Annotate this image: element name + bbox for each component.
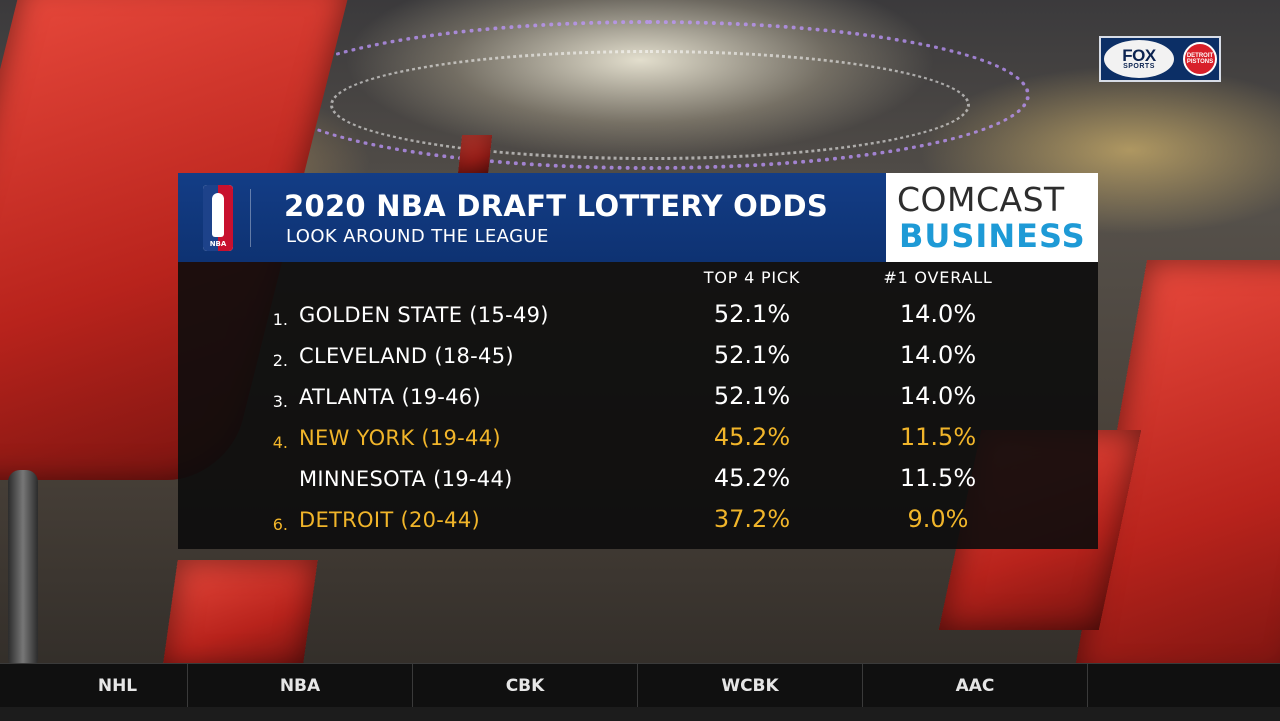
row-first-overall-odds: 14.0%	[899, 341, 977, 369]
graphic-header: NBA 2020 NBA DRAFT LOTTERY ODDS LOOK ARO…	[178, 173, 886, 262]
bottom-ticker: NHL NBA CBK WCBK AAC	[0, 663, 1280, 721]
nba-logo-text: NBA	[209, 240, 227, 248]
arena-light-ring-inner	[330, 50, 970, 160]
table-row: 4. NEW YORK (19-44) 45.2% 11.5%	[178, 421, 1098, 459]
sponsor-line-1: COMCAST	[897, 179, 1065, 219]
sponsor-line-2: BUSINESS	[899, 216, 1086, 255]
header-divider	[250, 189, 251, 247]
red-curtain-left-lower	[162, 560, 318, 670]
ticker-item-wcbk: WCBK	[638, 664, 863, 707]
row-rank: 4.	[272, 433, 288, 452]
table-row: 6. DETROIT (20-44) 37.2% 9.0%	[178, 503, 1098, 541]
row-team: MINNESOTA (19-44)	[299, 467, 513, 491]
row-top4-odds: 52.1%	[713, 382, 791, 410]
ticker-item-nba: NBA	[188, 664, 413, 707]
row-rank: 1.	[272, 310, 288, 329]
ticker-item-aac: AAC	[863, 664, 1088, 707]
ticker-bottom-strip	[0, 707, 1280, 721]
row-rank: 3.	[272, 392, 288, 411]
row-first-overall-odds: 11.5%	[899, 464, 977, 492]
rigging-pole	[8, 470, 38, 670]
graphic-subtitle: LOOK AROUND THE LEAGUE	[286, 226, 549, 247]
row-top4-odds: 52.1%	[713, 300, 791, 328]
odds-table: TOP 4 PICK #1 OVERALL 1. GOLDEN STATE (1…	[178, 262, 1098, 549]
ticker-item-nhl: NHL	[48, 664, 188, 707]
row-top4-odds: 37.2%	[713, 505, 791, 533]
row-rank: 6.	[272, 515, 288, 534]
fox-sports-logo: FOX SPORTS	[1104, 40, 1174, 78]
row-top4-odds: 52.1%	[713, 341, 791, 369]
table-row: MINNESOTA (19-44) 45.2% 11.5%	[178, 462, 1098, 500]
nba-logo-icon: NBA	[203, 185, 233, 251]
pistons-logo: DETROIT PISTONS	[1183, 42, 1217, 76]
network-logo-bug: FOX SPORTS DETROIT PISTONS	[1099, 36, 1221, 82]
row-first-overall-odds: 14.0%	[899, 382, 977, 410]
fox-logo-text: FOX	[1122, 45, 1156, 65]
column-header-top4: TOP 4 PICK	[703, 268, 801, 287]
column-header-first-overall: #1 OVERALL	[883, 268, 993, 287]
row-team: DETROIT (20-44)	[299, 508, 480, 532]
row-team: GOLDEN STATE (15-49)	[299, 303, 549, 327]
row-first-overall-odds: 9.0%	[907, 505, 969, 533]
row-team: ATLANTA (19-46)	[299, 385, 481, 409]
row-top4-odds: 45.2%	[713, 464, 791, 492]
graphic-title: 2020 NBA DRAFT LOTTERY ODDS	[284, 189, 829, 223]
red-curtain-distant	[457, 135, 493, 175]
table-row: 1. GOLDEN STATE (15-49) 52.1% 14.0%	[178, 298, 1098, 336]
row-first-overall-odds: 11.5%	[899, 423, 977, 451]
row-team: NEW YORK (19-44)	[299, 426, 501, 450]
table-row: 2. CLEVELAND (18-45) 52.1% 14.0%	[178, 339, 1098, 377]
row-first-overall-odds: 14.0%	[899, 300, 977, 328]
row-rank: 2.	[272, 351, 288, 370]
sports-logo-text: SPORTS	[1123, 62, 1155, 70]
table-row: 3. ATLANTA (19-46) 52.1% 14.0%	[178, 380, 1098, 418]
row-top4-odds: 45.2%	[713, 423, 791, 451]
sponsor-logo: COMCAST BUSINESS	[886, 173, 1098, 262]
ticker-item-cbk: CBK	[413, 664, 638, 707]
row-team: CLEVELAND (18-45)	[299, 344, 514, 368]
